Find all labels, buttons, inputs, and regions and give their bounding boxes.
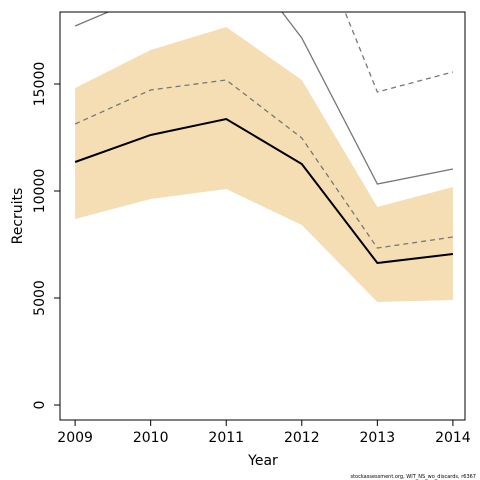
- y-tick-label: 15000: [32, 62, 48, 107]
- series-line: [74, 79, 454, 249]
- y-tick-label: 10000: [32, 169, 48, 214]
- confidence-band: [75, 26, 453, 303]
- footnote: stockassessment.org, WIT_NS_wo_discards,…: [350, 474, 476, 480]
- plot-area: [74, 12, 454, 303]
- y-axis-label: Recruits: [10, 188, 26, 245]
- x-tick-label: 2011: [208, 430, 244, 446]
- plot-frame: [59, 11, 466, 421]
- x-tick-label: 2010: [133, 430, 169, 446]
- series-line: [74, 12, 454, 185]
- x-tick-label: 2012: [284, 430, 320, 446]
- series-line: [74, 117, 454, 265]
- y-tick-label: 0: [32, 401, 48, 410]
- x-axis-label: Year: [247, 453, 278, 469]
- x-tick-label: 2009: [57, 430, 93, 446]
- y-tick-label: 5000: [32, 280, 48, 316]
- series-line: [344, 12, 454, 93]
- x-tick-label: 2013: [360, 430, 396, 446]
- x-tick-label: 2014: [435, 430, 471, 446]
